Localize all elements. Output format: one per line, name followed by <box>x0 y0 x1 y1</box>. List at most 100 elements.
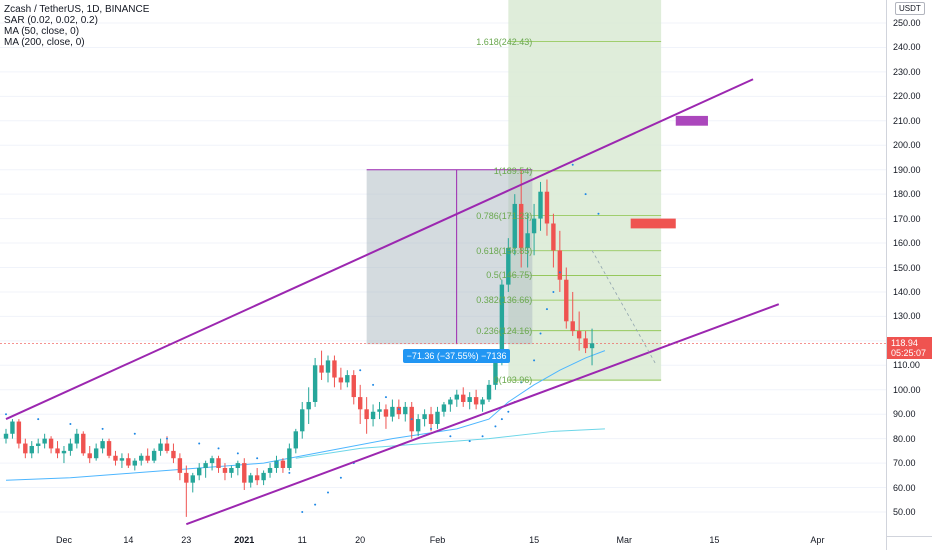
sar-dot <box>571 163 574 166</box>
candle-body <box>531 218 537 234</box>
countdown: 05:25:07 <box>891 348 927 359</box>
sar-dot <box>397 408 400 411</box>
fib-label: 0.5(146.75) <box>486 270 533 281</box>
last-price-tag: 118.94 05:25:07 <box>887 337 932 360</box>
sar-dot <box>481 435 484 438</box>
candle-body <box>267 467 273 473</box>
candle-body <box>42 438 47 444</box>
candle-body <box>36 443 41 446</box>
sar-dot <box>597 212 600 215</box>
candle-body <box>293 431 298 449</box>
price-tick: 60.00 <box>893 482 916 493</box>
candle-body <box>589 343 595 349</box>
chart-canvas[interactable] <box>0 0 886 536</box>
candle-body <box>222 467 228 473</box>
candle-body <box>229 467 234 473</box>
price-tick: 180.00 <box>893 189 921 200</box>
candle-body <box>506 247 511 285</box>
candle-body <box>145 455 150 461</box>
channel-upper <box>5 78 754 421</box>
candle-body <box>10 421 15 434</box>
candle-body <box>454 394 459 400</box>
candle-body <box>119 458 125 461</box>
marker-box-purple <box>675 115 708 126</box>
time-tick: 2021 <box>234 535 255 545</box>
candle-body <box>403 406 408 415</box>
currency-badge[interactable]: USDT <box>895 2 925 15</box>
sar-dot <box>256 457 259 460</box>
time-tick: 15 <box>709 535 720 545</box>
candle-body <box>351 375 356 398</box>
candle-body <box>325 360 331 373</box>
candle-body <box>306 401 311 410</box>
candle-body <box>209 458 215 464</box>
sar-dot <box>552 290 555 293</box>
sar-dot <box>584 193 587 196</box>
time-tick: 23 <box>181 535 192 545</box>
sar-dot <box>449 435 452 438</box>
candle-body <box>480 399 485 405</box>
candle-body <box>473 397 479 405</box>
chart-area[interactable]: Zcash / TetherUS, 1D, BINANCE SAR (0.02,… <box>0 0 886 550</box>
sar-dot <box>468 440 471 443</box>
candle-body <box>248 475 253 483</box>
candle-body <box>448 399 453 405</box>
candle-body <box>48 438 54 449</box>
fib-label: 1.618(242.43) <box>476 36 533 47</box>
price-tick: 80.00 <box>893 433 916 444</box>
legend-ma50[interactable]: MA (50, close, 0) <box>4 26 80 37</box>
candle-body <box>512 203 517 248</box>
sar-dot <box>275 462 278 465</box>
candle-body <box>287 448 292 468</box>
candle-body <box>139 455 144 461</box>
sar-dot <box>558 271 561 274</box>
candle-body <box>87 453 92 459</box>
price-tick: 110.00 <box>893 360 920 371</box>
legend-sar[interactable]: SAR (0.02, 0.02, 0.2) <box>4 15 98 26</box>
candle-body <box>171 450 176 459</box>
candle-body <box>132 460 137 466</box>
fib-label: 0.236(124.16) <box>476 325 533 336</box>
candle-body <box>216 458 221 468</box>
time-tick: Feb <box>429 535 446 545</box>
candle-body <box>3 433 9 439</box>
candle-body <box>576 331 582 339</box>
candle-body <box>364 409 369 420</box>
candle-body <box>177 458 183 473</box>
marker-box-red <box>630 218 676 229</box>
candle-body <box>499 284 505 363</box>
price-tick: 50.00 <box>893 507 916 517</box>
price-tick: 250.00 <box>893 18 921 28</box>
candle-body <box>564 279 569 322</box>
sar-dot <box>314 503 317 506</box>
candle-body <box>428 414 434 424</box>
candle-body <box>100 441 105 449</box>
price-axis[interactable]: USDT 250.00 240.00 230.00 220.00 210.00 200.0… <box>886 0 932 550</box>
candle-body <box>68 443 73 451</box>
sar-dot <box>539 332 542 335</box>
candle-body <box>300 409 305 432</box>
candle-body <box>203 463 208 468</box>
price-tick: 160.00 <box>893 238 921 249</box>
sar-dot <box>533 359 536 362</box>
legend-ma200[interactable]: MA (200, close, 0) <box>4 37 85 48</box>
candle-body <box>377 409 382 412</box>
time-tick: 14 <box>123 535 134 545</box>
candle-body <box>197 467 202 476</box>
candle-body <box>570 321 575 332</box>
candle-body <box>441 404 447 412</box>
candle-body <box>319 365 324 373</box>
price-tick: 100.00 <box>893 384 921 395</box>
fib-label: 0.786(171.23) <box>476 210 533 221</box>
sar-dot <box>339 476 342 479</box>
price-tick: 70.00 <box>893 458 916 469</box>
price-tick: 150.00 <box>893 262 921 273</box>
candle-body <box>525 233 530 248</box>
candle-body <box>93 448 99 459</box>
candle-body <box>332 360 337 378</box>
candle-body <box>106 441 112 456</box>
sar-dot <box>133 432 136 435</box>
candle-body <box>16 421 22 444</box>
time-tick: 20 <box>355 535 366 545</box>
time-tick: Dec <box>55 535 72 545</box>
